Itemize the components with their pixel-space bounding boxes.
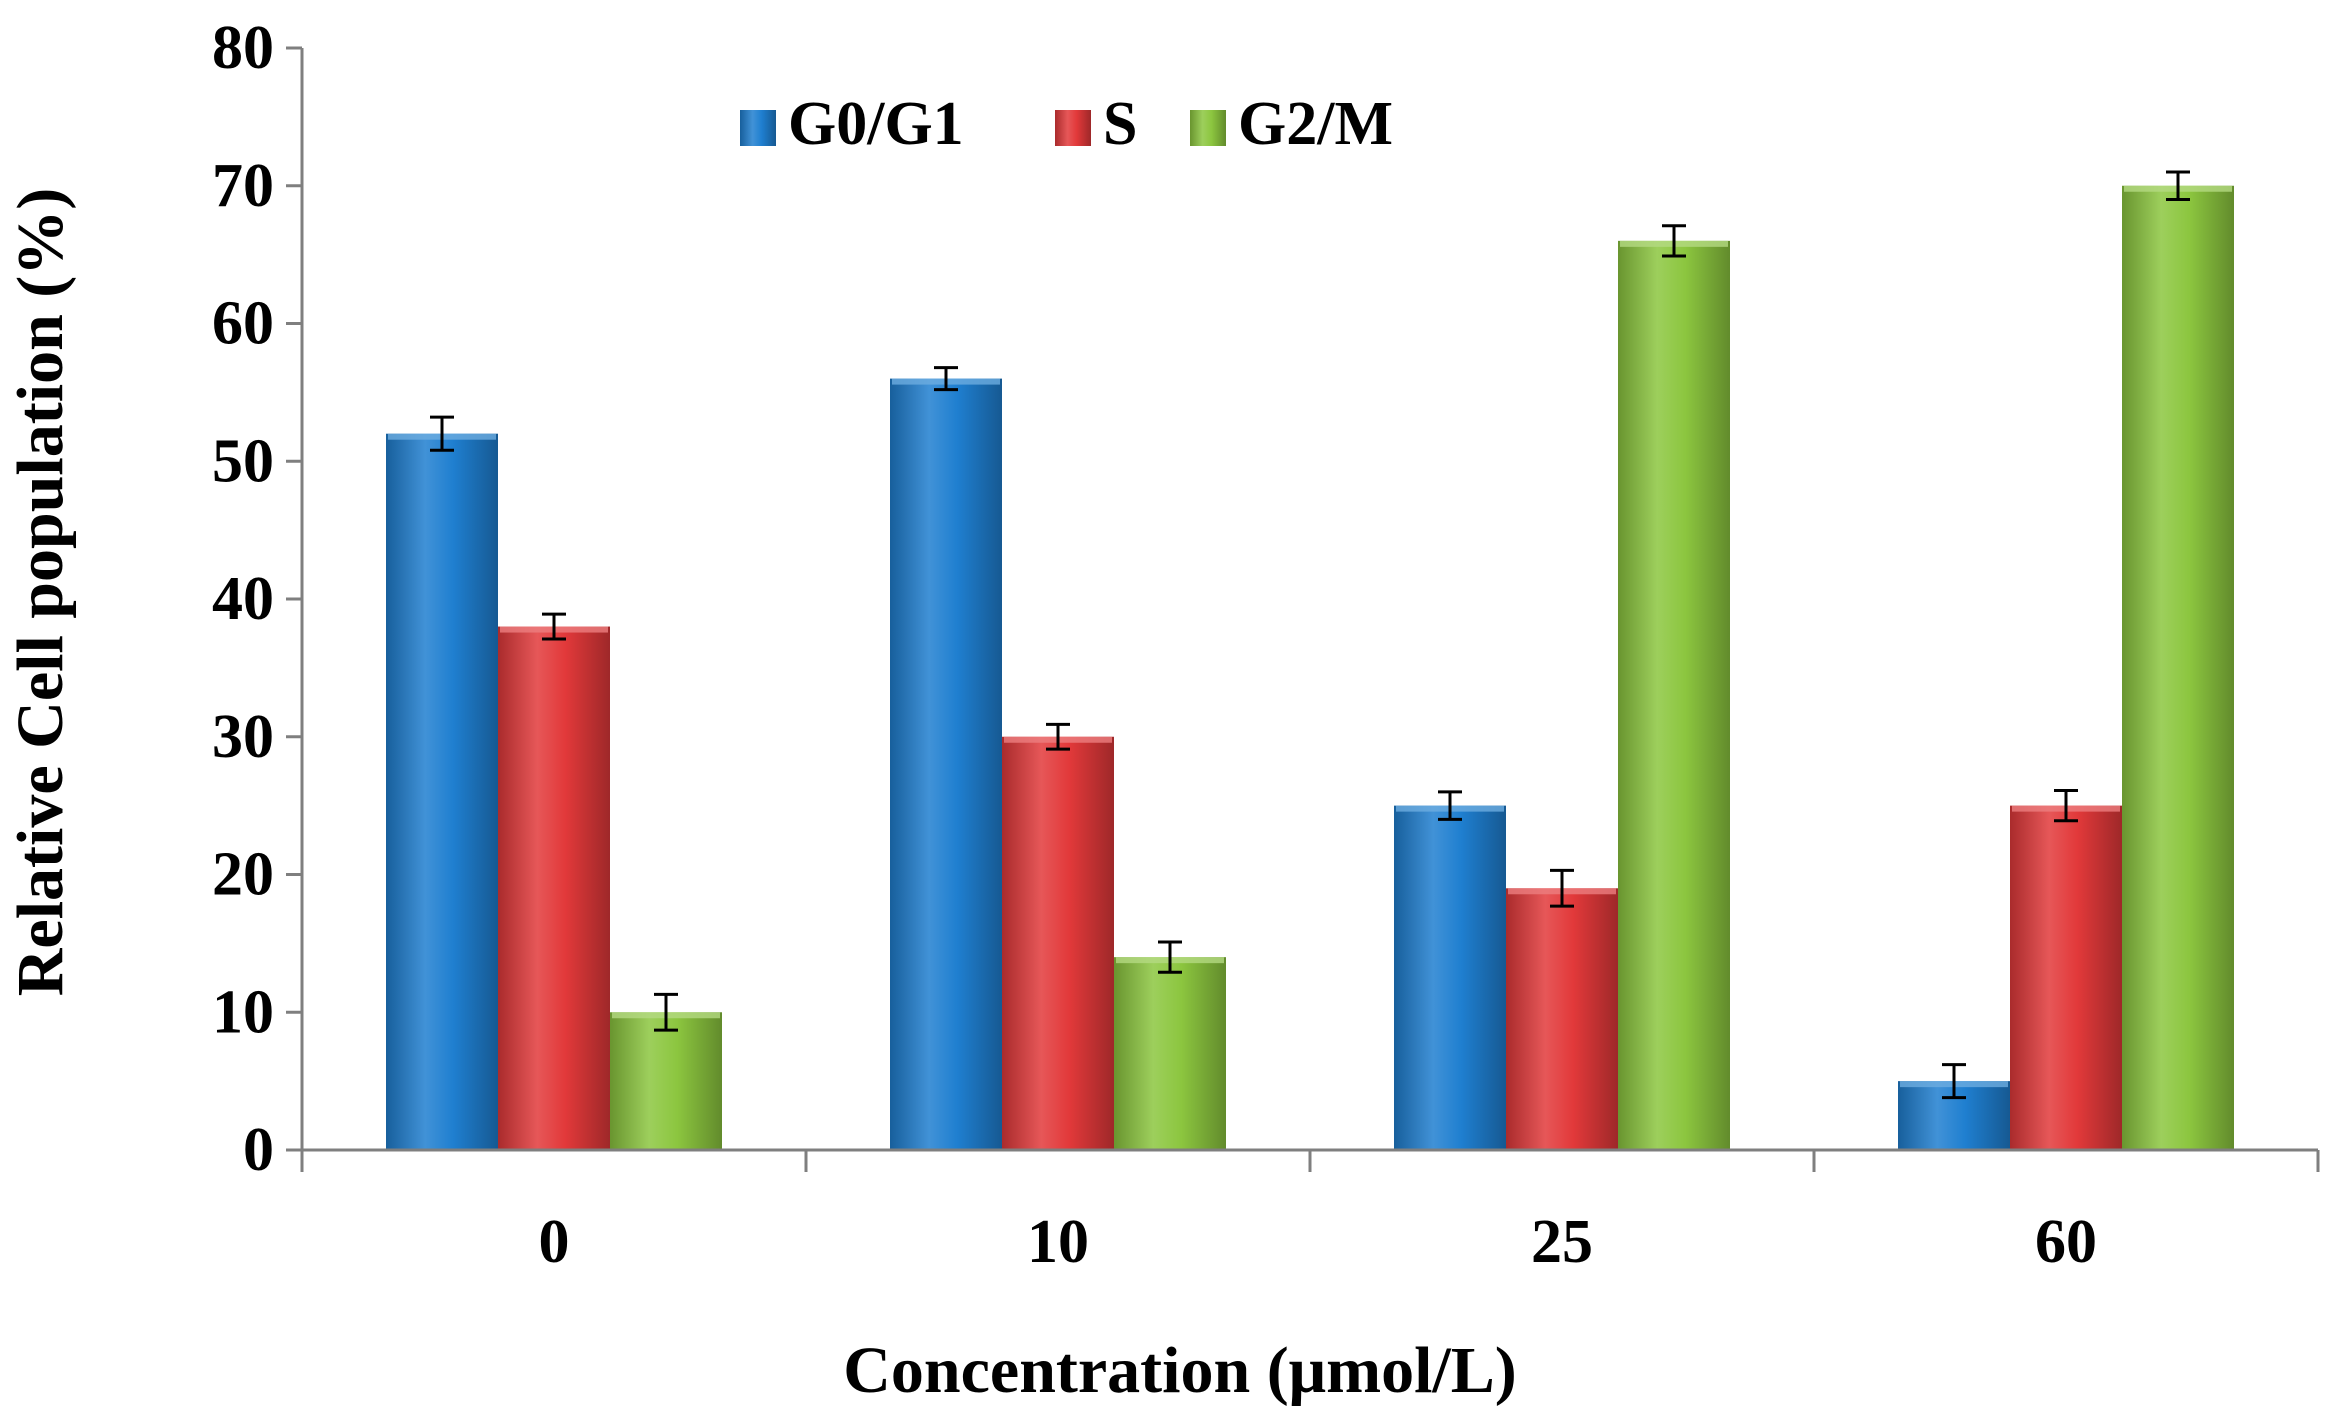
bar [1002, 736, 1114, 1150]
legend-label: G0/G1 [788, 90, 964, 158]
legend-swatch [1190, 110, 1226, 146]
x-tick-label: 0 [539, 1208, 570, 1276]
x-tick-label: 10 [1027, 1208, 1089, 1276]
y-tick-label: 60 [212, 290, 274, 358]
bar [2122, 185, 2234, 1150]
legend-label: G2/M [1238, 90, 1393, 158]
legend-swatch [1055, 110, 1091, 146]
x-tick-label: 60 [2035, 1208, 2097, 1276]
x-axis-ticks: 0 10 25 60 [300, 1150, 2320, 1276]
x-axis-label: Concentration (μmol/L) [843, 1334, 1517, 1407]
legend-label: S [1103, 90, 1137, 158]
y-tick-label: 0 [243, 1116, 274, 1184]
bar [890, 378, 1002, 1151]
bar [610, 1012, 722, 1150]
y-axis-ticks: 0 10 20 30 40 50 60 70 80 [212, 14, 302, 1184]
y-tick-label: 30 [212, 703, 274, 771]
bar [1618, 240, 1730, 1151]
bar [1394, 805, 1506, 1150]
bar [498, 626, 610, 1150]
y-tick-label: 40 [212, 565, 274, 633]
bar [1506, 888, 1618, 1150]
error-bars [430, 170, 2190, 1100]
y-axis-label: Relative Cell population (%) [4, 188, 77, 996]
legend-swatch [740, 110, 776, 146]
y-tick-label: 70 [212, 152, 274, 220]
bar [1114, 957, 1226, 1150]
y-tick-label: 80 [212, 14, 274, 82]
bar [386, 433, 498, 1150]
bar [2010, 805, 2122, 1150]
x-tick-label: 25 [1531, 1208, 1593, 1276]
legend: G0/G1 S G2/M [740, 90, 1393, 158]
y-tick-label: 50 [212, 427, 274, 495]
y-tick-label: 20 [212, 841, 274, 909]
y-tick-label: 10 [212, 978, 274, 1046]
bar-series [386, 185, 2234, 1151]
